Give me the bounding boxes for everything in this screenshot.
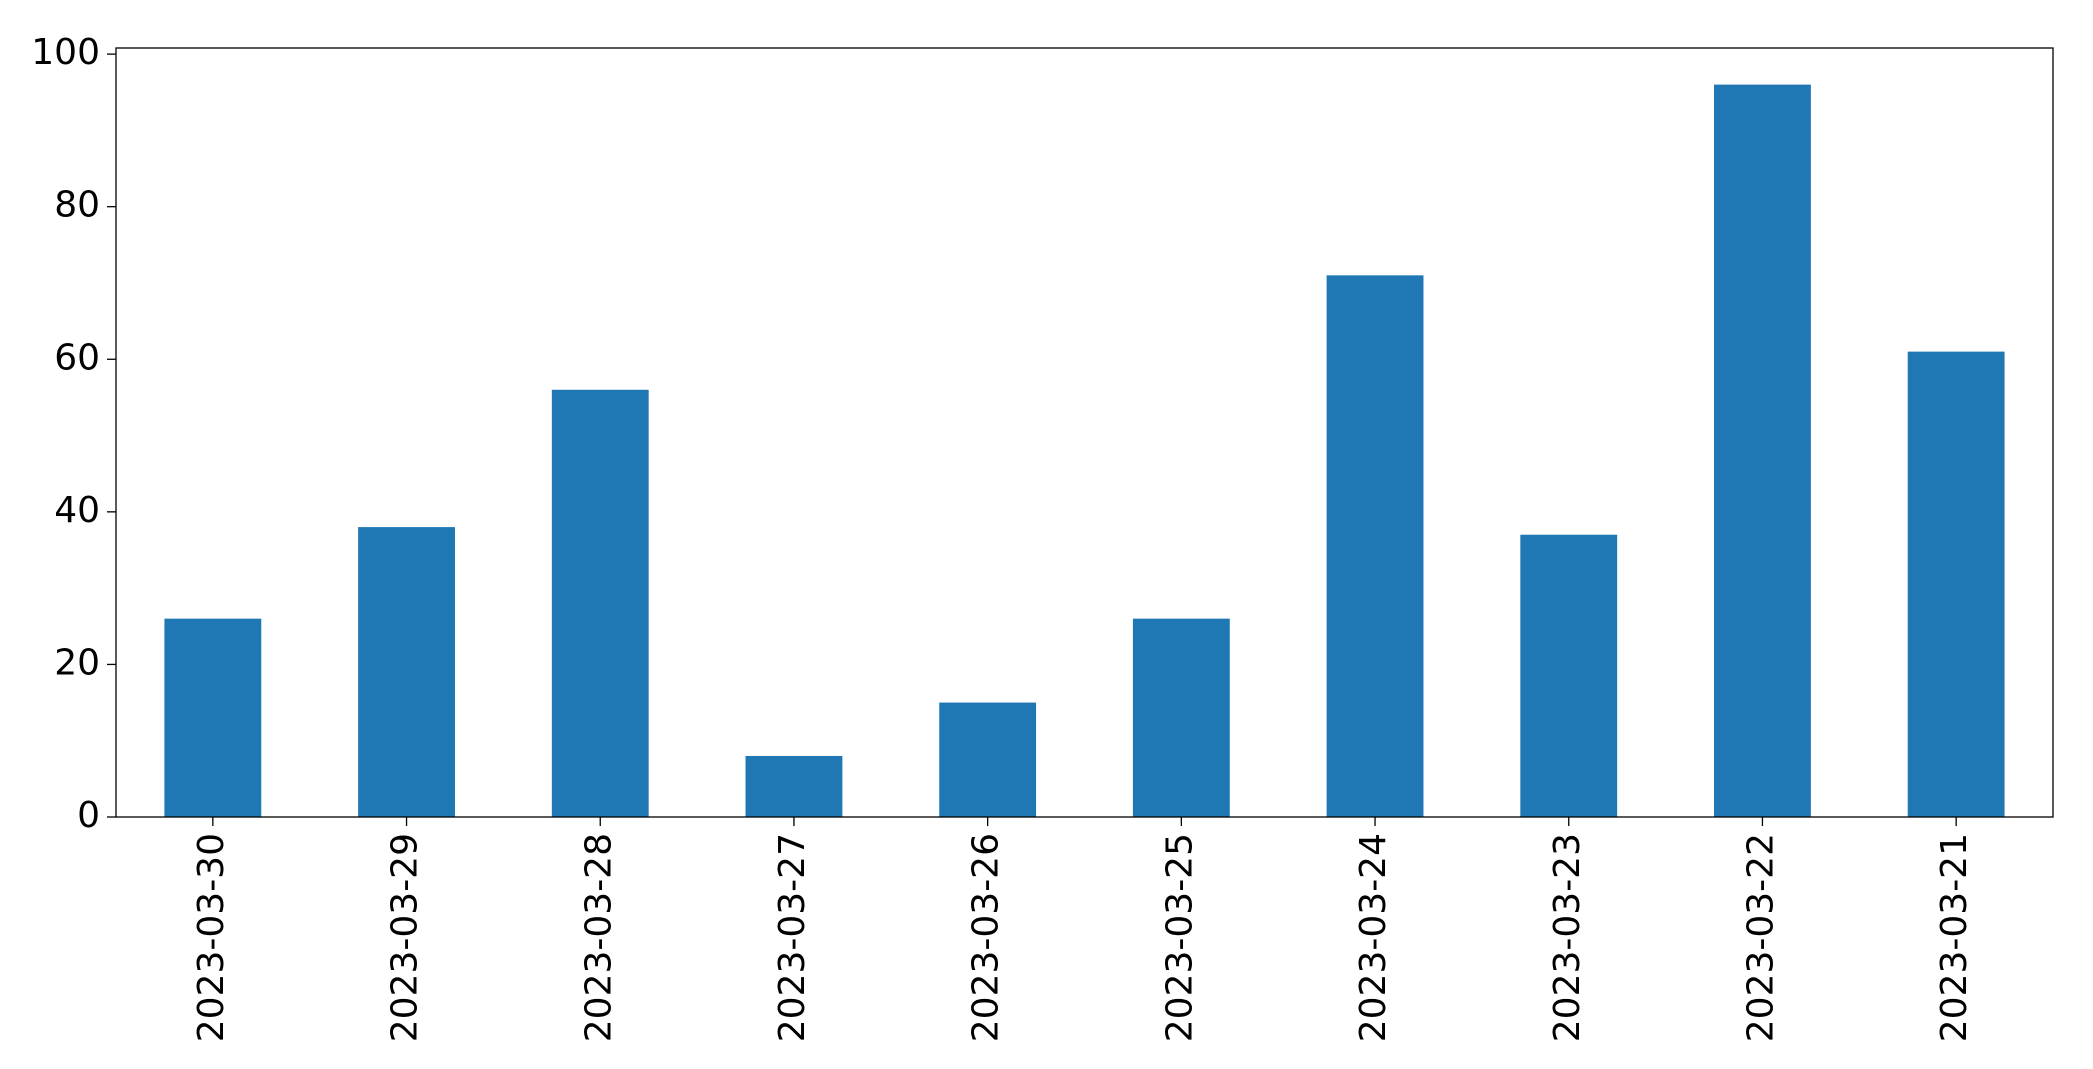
y-tick-label: 40: [54, 490, 100, 531]
bar: [551, 389, 649, 817]
plot-frame: [115, 47, 2054, 818]
bar: [939, 702, 1037, 817]
x-tick-label: 2023-03-24: [1353, 833, 1394, 1042]
x-tick-label: 2023-03-25: [1159, 833, 1200, 1042]
x-tick-label: 2023-03-22: [1740, 833, 1781, 1042]
bar: [1326, 275, 1424, 817]
y-tick-label: 60: [54, 337, 100, 378]
x-tick-label: 2023-03-30: [191, 833, 232, 1042]
x-tick-label: 2023-03-26: [966, 833, 1007, 1042]
bar: [1907, 351, 2005, 817]
x-tick-label: 2023-03-29: [385, 833, 426, 1042]
y-tick-label: 80: [54, 185, 100, 226]
y-tick-label: 0: [77, 795, 100, 836]
bar: [164, 618, 262, 817]
x-tick-label: 2023-03-23: [1547, 833, 1588, 1042]
y-tick-label: 20: [54, 642, 100, 683]
bar: [1132, 618, 1230, 817]
y-tick-label: 100: [31, 32, 100, 73]
bar: [358, 527, 455, 817]
x-tick-label: 2023-03-27: [772, 833, 813, 1042]
bar: [1714, 84, 1811, 818]
bar: [1520, 534, 1618, 817]
x-tick-label: 2023-03-21: [1934, 833, 1975, 1042]
bar: [745, 755, 843, 817]
x-tick-label: 2023-03-28: [578, 833, 619, 1042]
